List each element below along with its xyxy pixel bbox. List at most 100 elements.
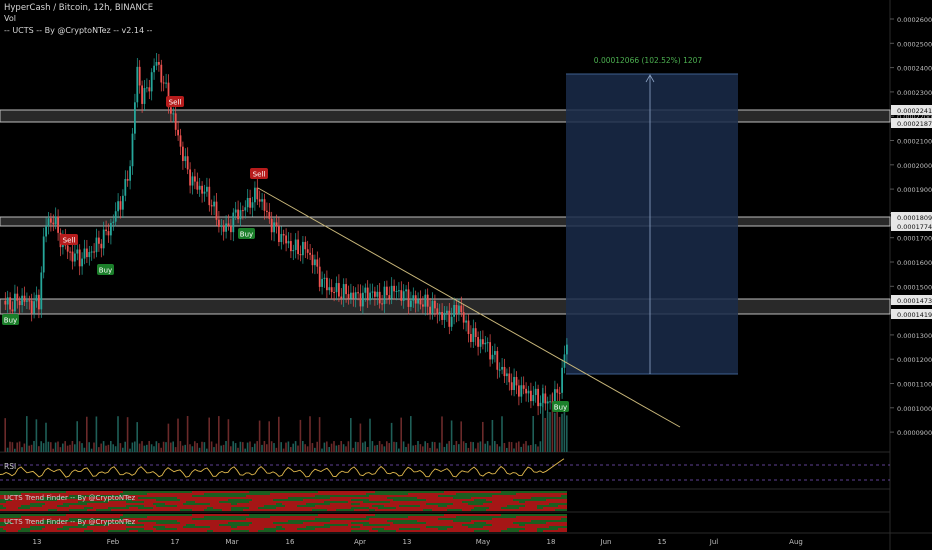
trend-cell [63,501,66,503]
buy-signal[interactable]: Buy [97,264,114,275]
trend-cell [54,526,57,528]
buy-signal[interactable]: Buy [2,314,19,325]
trend-cell [396,516,399,518]
volume-bar [261,444,263,452]
sell-signal[interactable]: Sell [60,234,78,245]
trend-cell [426,501,429,503]
trend-cell [498,497,501,499]
trend-cell [321,507,324,509]
time-axis[interactable]: 13 Feb 17 Mar 16 Apr 13 May 18 Jun 15 Jul Aug [33,538,803,546]
trend-cell [255,524,258,526]
trend-cell [9,524,12,526]
trend-cell [159,499,162,501]
sell-signal[interactable]: Sell [250,168,268,179]
trend-cell [156,493,159,495]
trend-cell [555,514,558,516]
ucts-indicator-label[interactable]: -- UCTS -- By @CryptoNTez -- v2.14 -- [4,26,153,35]
trend-cell [306,520,309,522]
rsi-line[interactable] [0,458,565,478]
trend-cell [363,514,366,516]
trend-cell [525,497,528,499]
candle-body [246,197,249,208]
trend-cell [237,507,240,509]
trend-cell [120,514,123,516]
support-zone[interactable] [0,298,891,315]
trend-cell [453,514,456,516]
candle-body [395,290,398,292]
buy-signal[interactable]: Buy [552,401,569,412]
trend-cell [336,530,339,532]
volume-indicator-label[interactable]: Vol [4,14,16,23]
buy-signal[interactable]: Buy [238,228,255,239]
candlesticks[interactable] [4,53,568,416]
trend-cell [78,495,81,497]
sell-signal[interactable]: Sell [166,96,184,107]
resistance-zone-1[interactable] [0,109,891,123]
trend-cell [153,530,156,532]
trend-cell [498,520,501,522]
volume-bar [318,417,321,452]
trend-cell [510,530,513,532]
volume-bar [114,446,117,452]
trend-cell [285,530,288,532]
trend-cell [243,520,246,522]
trend-cell [39,509,42,511]
trend-cell [213,503,216,505]
trend-cell [288,524,291,526]
descending-trendline[interactable] [257,187,681,428]
trend-cell [393,497,396,499]
trend-cell [186,514,189,516]
trend-cell [282,518,285,520]
trend-cell [393,495,396,497]
trend-cell [105,497,108,499]
trend-cell [357,497,360,499]
trend-cell [414,520,417,522]
trend-cell [450,520,453,522]
symbol-title[interactable]: HyperCash / Bitcoin, 12h, BINANCE [4,3,154,13]
candle-body [424,294,427,307]
trend-cell [354,514,357,516]
trend-cell [3,499,6,501]
price-axis[interactable]: 0.000260000.000250000.000240000.00023000… [890,16,932,437]
trend-cell [321,505,324,507]
volume-bar [81,443,83,452]
resistance-zone-2[interactable] [0,216,891,227]
trend-cell [210,526,213,528]
trend-cell [21,495,24,497]
trend-cell [411,524,414,526]
trend-cell [357,505,360,507]
trend-cell [564,528,567,530]
trend-cell [354,526,357,528]
trend-cell [363,528,366,530]
trend-cell [126,520,129,522]
trend-cell [456,526,459,528]
rsi-label[interactable]: RSI [4,462,16,471]
trend-cell [360,509,363,511]
trend-cell [390,505,393,507]
trend-cell [222,495,225,497]
trend-cell [483,505,486,507]
candle-body [194,176,196,182]
trend-cell [423,516,426,518]
trend-cell [198,493,201,495]
trend-cell [192,509,195,511]
trend-cell [18,497,21,499]
trend-cell [453,530,456,532]
trend-finder-label-1[interactable]: UCTS Trend Finder -- By @CryptoNTez [4,494,136,502]
trend-cell [432,493,435,495]
trend-cell [321,526,324,528]
trend-cell [117,509,120,511]
price-range-measure[interactable] [566,74,738,374]
trend-finder-label-2[interactable]: UCTS Trend Finder -- By @CryptoNTez [4,518,136,526]
trend-cell [390,499,393,501]
trend-cell [36,493,39,495]
trend-cell [78,497,81,499]
trend-cell [393,524,396,526]
trend-cell [198,501,201,503]
trend-cell [225,507,228,509]
trend-cell [360,491,363,493]
trend-cell [54,528,57,530]
trend-cell [30,509,33,511]
trend-cell [129,491,132,493]
